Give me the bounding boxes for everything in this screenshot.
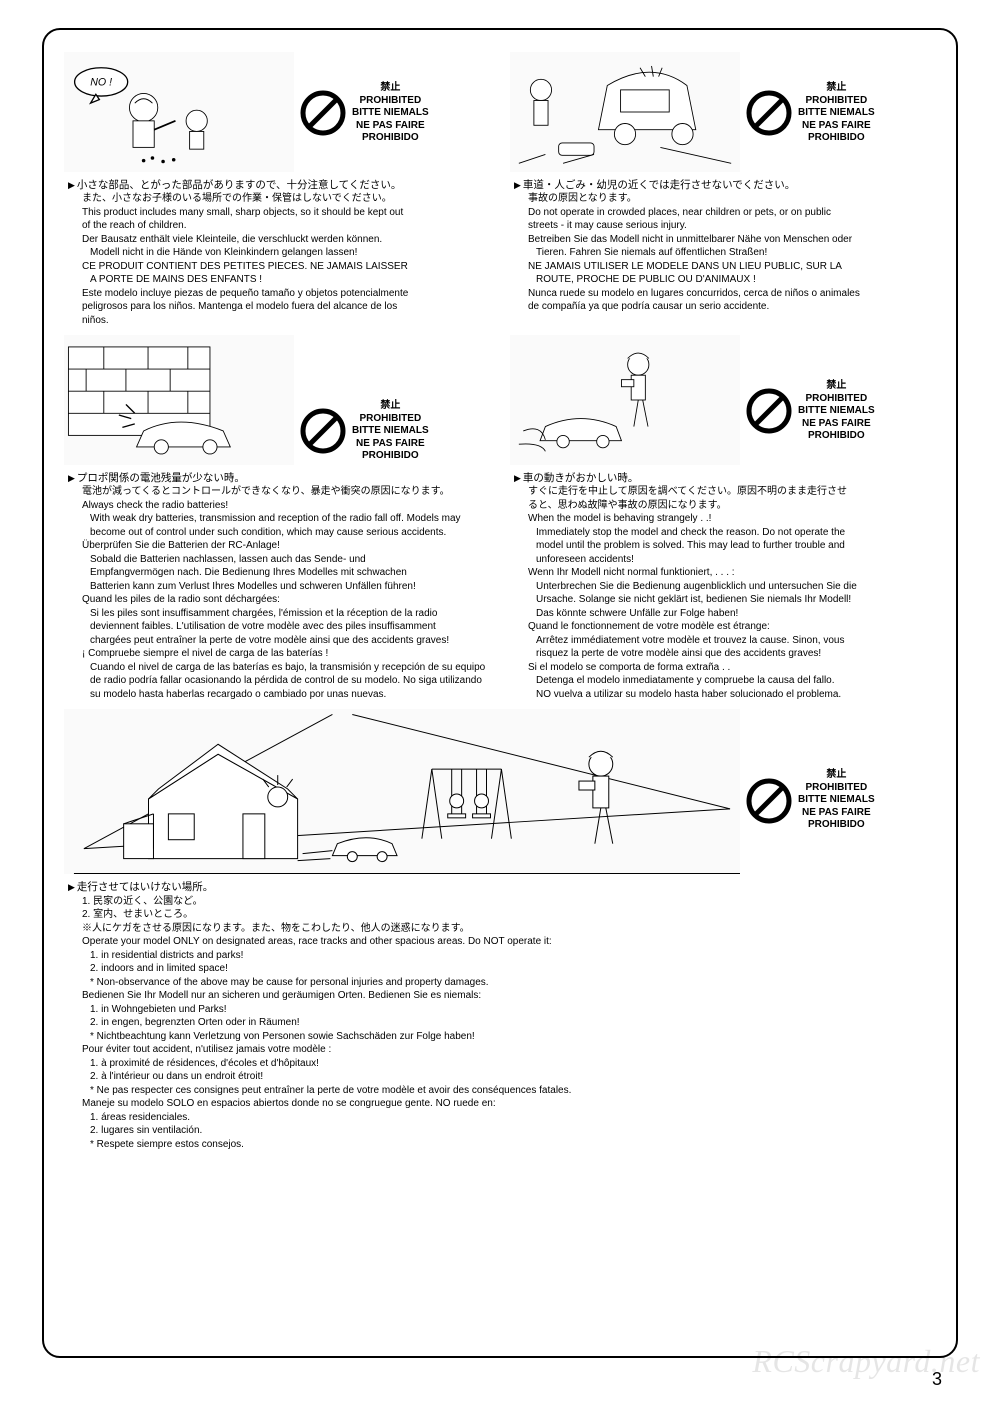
text-small-parts: 小さな部品、とがった部品がありますので、十分注意してください。 また、小さなお子… [64,178,490,327]
prohibited-block: 禁止 PROHIBITED BITTE NIEMALS NE PAS FAIRE… [300,52,490,145]
prohibited-block: 禁止 PROHIBITED BITTE NIEMALS NE PAS FAIRE… [746,52,936,145]
proh-fr: NE PAS FAIRE [352,120,429,133]
prohibited-text: 禁止 PROHIBITED BITTE NIEMALS NE PAS FAIRE… [352,82,429,145]
proh-jp: 禁止 [352,82,429,95]
prohibited-text: 禁止 PROHIBITED BITTE NIEMALS NE PAS FAIRE… [352,400,429,463]
prohibited-icon [746,778,792,824]
text-batteries: プロポ関係の電池残量が少ない時。 電池が減ってくるとコントロールができなくなり、… [64,471,490,701]
panel-crowded: 禁止 PROHIBITED BITTE NIEMALS NE PAS FAIRE… [510,52,936,327]
panel-batteries: 禁止 PROHIBITED BITTE NIEMALS NE PAS FAIRE… [64,335,490,701]
page-number: 3 [932,1369,942,1390]
prohibited-text: 禁止 PROHIBITED BITTE NIEMALS NE PAS FAIRE… [798,82,875,145]
prohibited-block: 禁止 PROHIBITED BITTE NIEMALS NE PAS FAIRE… [746,335,936,443]
illustration-neighborhood [64,709,740,874]
prohibited-icon [300,90,346,136]
prohibited-block: 禁止 PROHIBITED BITTE NIEMALS NE PAS FAIRE… [300,335,490,463]
panel-strange: 禁止 PROHIBITED BITTE NIEMALS NE PAS FAIRE… [510,335,936,701]
illustration-strange [510,335,740,465]
illustration-wall-crash [64,335,294,465]
prohibited-block: 禁止 PROHIBITED BITTE NIEMALS NE PAS FAIRE… [746,709,936,832]
watermark: RCScrapyard.net [752,1343,980,1380]
row-1: NO ! [64,52,936,327]
illustration-small-parts: NO ! [64,52,294,172]
speech-no: NO ! [90,76,112,88]
text-strange: 車の動きがおかしい時。 すぐに走行を中止して原因を調べてください。原因不明のまま… [510,471,936,701]
prohibited-text: 禁止 PROHIBITED BITTE NIEMALS NE PAS FAIRE… [798,769,875,832]
illustration-crowded [510,52,740,172]
row-2: 禁止 PROHIBITED BITTE NIEMALS NE PAS FAIRE… [64,335,936,701]
text-places: 走行させてはいけない場所。 1. 民家の近く、公園など。 2. 室内、せまいとこ… [64,880,936,1151]
proh-en: PROHIBITED [352,95,429,108]
panel-places: 禁止 PROHIBITED BITTE NIEMALS NE PAS FAIRE… [64,709,936,1151]
panel-small-parts: NO ! [64,52,490,327]
prohibited-icon [746,388,792,434]
text-crowded: 車道・人ごみ・幼児の近くでは走行させないでください。 事故の原因となります。 D… [510,178,936,314]
page-frame: NO ! [42,28,958,1358]
proh-de: BITTE NIEMALS [352,107,429,120]
proh-es: PROHIBIDO [352,132,429,145]
prohibited-icon [746,90,792,136]
prohibited-icon [300,408,346,454]
prohibited-text: 禁止 PROHIBITED BITTE NIEMALS NE PAS FAIRE… [798,380,875,443]
